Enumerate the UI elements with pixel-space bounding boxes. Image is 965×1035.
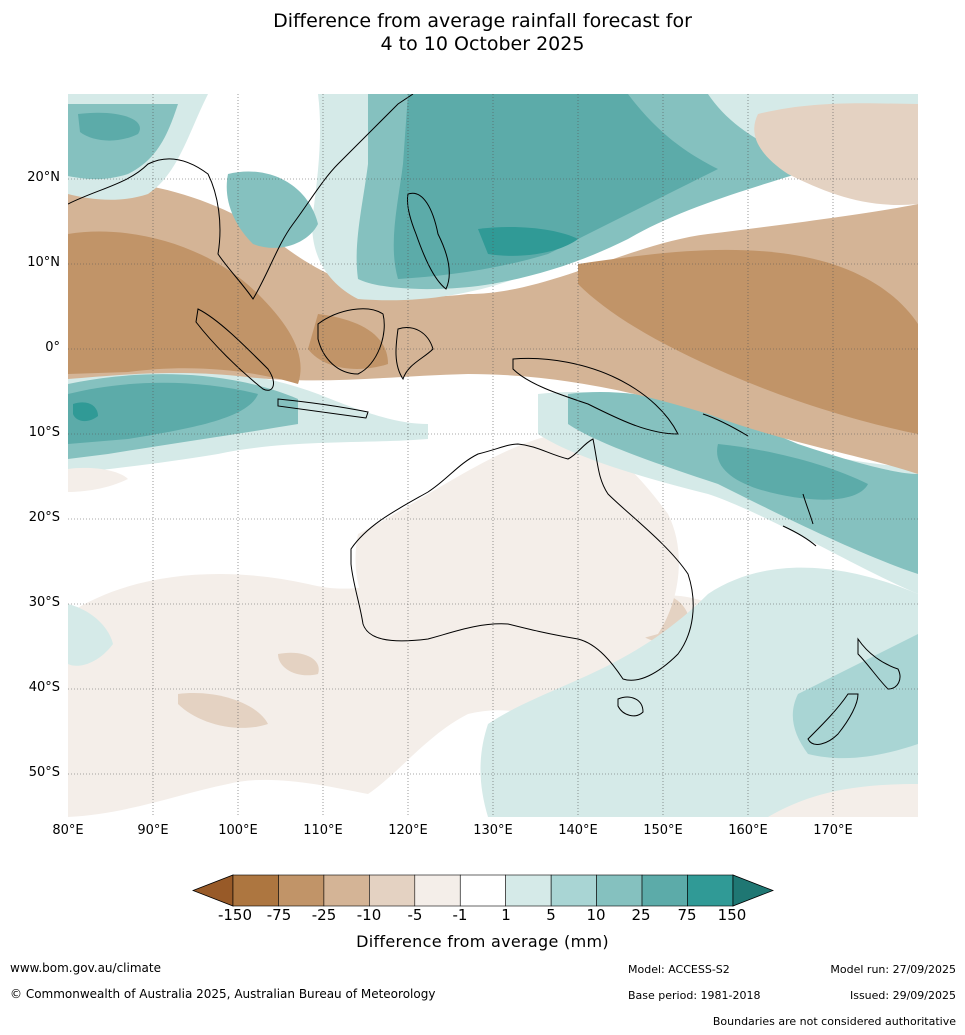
lon-label-80e: 80°E bbox=[52, 823, 84, 838]
colorbar-segment bbox=[232, 874, 279, 907]
tasmania-coastline bbox=[617, 696, 644, 717]
lon-label-120e: 120°E bbox=[388, 823, 428, 838]
chart-title: Difference from average rainfall forecas… bbox=[0, 10, 965, 56]
anomaly-north-pacific-wet-core bbox=[478, 227, 578, 256]
lon-label-90e: 90°E bbox=[137, 823, 169, 838]
colorbar-tick-1: 1 bbox=[501, 906, 511, 924]
solomon-islands-coastline bbox=[702, 413, 749, 437]
map-gridlines bbox=[68, 94, 918, 817]
lat-label-20n: 20°N bbox=[27, 170, 60, 185]
colorbar-segment bbox=[596, 874, 643, 907]
colorbar-segment bbox=[550, 874, 597, 907]
vanuatu-coastline bbox=[802, 493, 814, 525]
colorbar bbox=[192, 874, 774, 907]
asia-coastline bbox=[68, 94, 414, 300]
colorbar-tick-minus-150: -150 bbox=[217, 906, 253, 924]
anomaly-sw-indian-ocean-dry-light bbox=[68, 467, 128, 492]
colorbar-segment bbox=[323, 874, 370, 907]
anomaly-southwest-wet-light bbox=[68, 604, 113, 666]
lat-label-50s: 50°S bbox=[28, 765, 60, 780]
anomaly-ne-pacific-dry-light bbox=[754, 103, 918, 205]
lon-label-130e: 130°E bbox=[473, 823, 513, 838]
title-line-2: 4 to 10 October 2025 bbox=[380, 33, 585, 55]
forecast-map bbox=[68, 94, 918, 817]
borneo-coastline bbox=[317, 308, 385, 375]
colorbar-tick-150: 150 bbox=[717, 906, 747, 924]
title-line-1: Difference from average rainfall forecas… bbox=[273, 10, 692, 32]
colorbar-segment bbox=[505, 874, 552, 907]
sulawesi-coastline bbox=[395, 327, 434, 381]
new-zealand-south-coastline bbox=[807, 693, 859, 745]
anomaly-sw-pacific-wet-heavy bbox=[717, 444, 868, 500]
colorbar-segment bbox=[687, 874, 734, 907]
colorbar-segment bbox=[369, 874, 416, 907]
sumatra-coastline bbox=[195, 308, 274, 391]
footer-model-run: Model run: 27/09/2025 bbox=[830, 963, 956, 976]
anomaly-indian-ocean-wet-heavy bbox=[68, 382, 258, 444]
lat-label-10n: 10°N bbox=[27, 255, 60, 270]
colorbar-title: Difference from average (mm) bbox=[356, 932, 609, 951]
philippines-coastline bbox=[407, 192, 450, 290]
java-coastline bbox=[277, 398, 369, 419]
lon-label-110e: 110°E bbox=[303, 823, 343, 838]
colorbar-tick-minus-75: -75 bbox=[266, 906, 292, 924]
anomaly-south-dry-medium-2 bbox=[278, 652, 319, 676]
lon-label-170e: 170°E bbox=[813, 823, 853, 838]
colorbar-tick-minus-25: -25 bbox=[311, 906, 337, 924]
colorbar-segment bbox=[459, 874, 507, 907]
footer-disclaimer: Boundaries are not considered authoritat… bbox=[712, 1015, 956, 1028]
footer-model: Model: ACCESS-S2 bbox=[628, 963, 730, 976]
lon-label-100e: 100°E bbox=[218, 823, 258, 838]
new-caledonia-coastline bbox=[782, 525, 817, 547]
rainfall-map-svg bbox=[68, 94, 918, 817]
lon-label-160e: 160°E bbox=[728, 823, 768, 838]
anomaly-indochina-wet bbox=[226, 171, 318, 248]
colorbar-tick-minus-5: -5 bbox=[407, 906, 423, 924]
footer-copyright: © Commonwealth of Australia 2025, Austra… bbox=[10, 987, 436, 1001]
lat-label-20s: 20°S bbox=[28, 510, 60, 525]
lat-label-30s: 30°S bbox=[28, 595, 60, 610]
footer-base-period: Base period: 1981-2018 bbox=[628, 989, 761, 1002]
colorbar-tick-10: 10 bbox=[586, 906, 606, 924]
lon-label-140e: 140°E bbox=[558, 823, 598, 838]
colorbar-tick-75: 75 bbox=[677, 906, 697, 924]
anomaly-tasman-wet-medium bbox=[792, 634, 918, 759]
anomaly-bay-of-bengal-wet-heavy bbox=[78, 112, 140, 141]
colorbar-segment bbox=[414, 874, 461, 907]
colorbar-tick-minus-10: -10 bbox=[356, 906, 382, 924]
australia-coastline bbox=[350, 438, 694, 681]
colorbar-segment bbox=[278, 874, 325, 907]
footer-issued: Issued: 29/09/2025 bbox=[849, 989, 956, 1002]
anomaly-equatorial-dry-medium bbox=[68, 231, 301, 384]
anomaly-southern-ocean-wet-light bbox=[480, 567, 918, 817]
lat-label-40s: 40°S bbox=[28, 680, 60, 695]
colorbar-tick-5: 5 bbox=[546, 906, 556, 924]
anomaly-australia-dry-light bbox=[355, 434, 679, 658]
anomaly-indian-ocean-wet-core bbox=[73, 402, 98, 422]
new-guinea-coastline bbox=[512, 357, 679, 435]
footer-url: www.bom.gov.au/climate bbox=[10, 961, 161, 975]
colorbar-extend-low bbox=[192, 874, 234, 907]
colorbar-tick-25: 25 bbox=[631, 906, 651, 924]
lon-label-150e: 150°E bbox=[643, 823, 683, 838]
anomaly-north-pacific-wet-heavy bbox=[393, 94, 718, 279]
lat-label-10s: 10°S bbox=[28, 425, 60, 440]
lat-label-0: 0° bbox=[45, 340, 60, 355]
anomaly-sw-pacific-wet-medium bbox=[568, 392, 918, 574]
anomaly-central-dry-medium bbox=[308, 314, 388, 369]
colorbar-segment bbox=[641, 874, 688, 907]
colorbar-extend-high bbox=[732, 874, 774, 907]
new-zealand-north-coastline bbox=[857, 637, 901, 690]
colorbar-tick-minus-1: -1 bbox=[452, 906, 468, 924]
anomaly-south-dry-medium-1 bbox=[178, 693, 268, 728]
